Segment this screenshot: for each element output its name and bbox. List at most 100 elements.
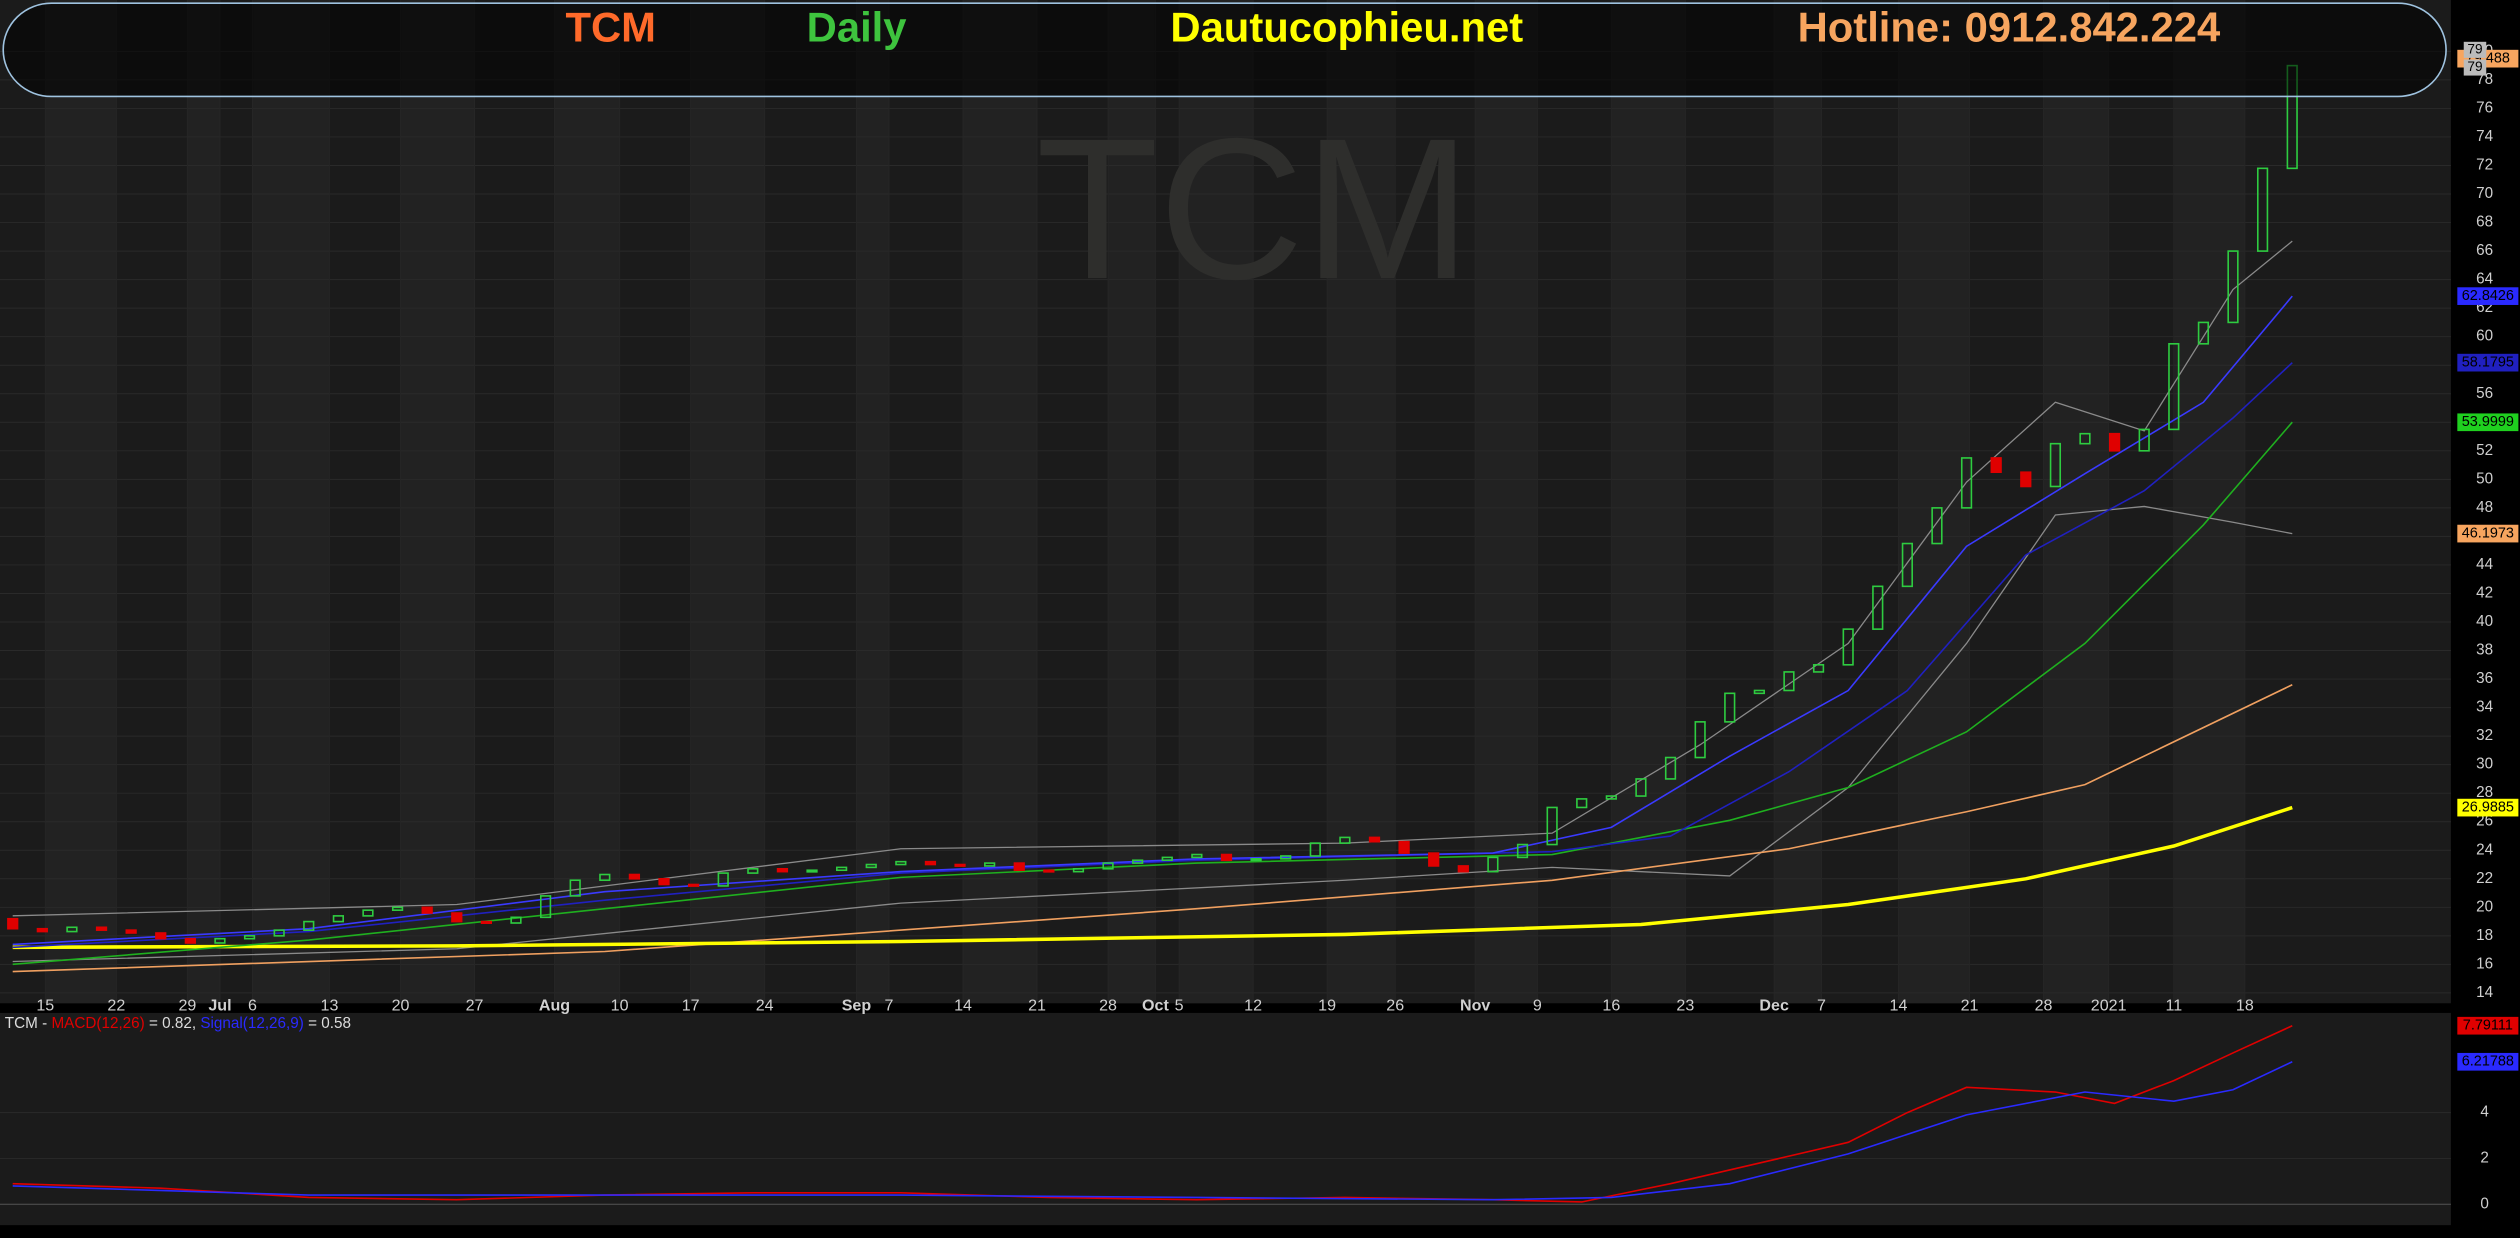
x-tick-label: 23 [1676, 997, 1694, 1015]
tag-label-box [2463, 41, 2487, 58]
y-tick-label: 18 [2476, 927, 2493, 944]
x-tick-label: 12 [1244, 997, 1262, 1015]
y-tick-label: 74 [2476, 128, 2493, 145]
candle-body [1931, 507, 1943, 545]
candle-body [362, 909, 374, 917]
candle-body [391, 906, 404, 911]
candle-body [599, 873, 611, 882]
candle-body [1516, 843, 1529, 859]
price-label: 6.21788 [2462, 1054, 2514, 1070]
candle-body [2168, 343, 2180, 431]
y-tick-label: 42 [2476, 584, 2493, 601]
candle-body [243, 935, 256, 940]
x-tick-label: 6 [248, 997, 257, 1015]
y-tick-label: 52 [2476, 442, 2493, 459]
week-band [1898, 0, 1970, 1004]
x-tick-label: 19 [1318, 997, 1336, 1015]
band-layer [45, 0, 2245, 1004]
y-tick-label: 48 [2476, 499, 2493, 516]
x-tick-label: 24 [756, 997, 774, 1015]
week-band [2043, 0, 2109, 1004]
candle-body [2138, 428, 2150, 452]
candle-body [1546, 806, 1558, 846]
week-band [1611, 0, 1686, 1004]
candle-body [2108, 432, 2121, 452]
x-tick-label: 13 [321, 997, 339, 1015]
price-label: 62.8426 [2462, 288, 2514, 304]
y-tick-label: 56 [2476, 385, 2493, 402]
week-band [45, 0, 117, 1004]
x-tick-label: 29 [178, 997, 196, 1015]
price-label-box [2457, 798, 2519, 817]
y-tick-label: 0 [2480, 1195, 2488, 1212]
candle-body [1872, 585, 1884, 630]
y-tick-label: 16 [2476, 955, 2493, 972]
candle-body [2020, 471, 2032, 488]
candle-body [1013, 862, 1025, 872]
candle-body [1043, 869, 1055, 873]
y-tick-label: 30 [2476, 756, 2493, 773]
candle-body [421, 906, 433, 914]
legend-part: TCM - [5, 1015, 52, 1032]
x-tick-label: 27 [466, 997, 484, 1015]
candle-body [1339, 836, 1351, 844]
candle-body [1605, 795, 1617, 800]
week-band [554, 0, 620, 1004]
candle-body [895, 860, 907, 866]
header-text: Hotline: 0912.842.224 [1798, 4, 2221, 51]
candle-body [1724, 692, 1736, 723]
candle-body [806, 869, 818, 873]
x-tick-label: 2021 [2091, 997, 2127, 1015]
x-tick-label: 22 [107, 997, 125, 1015]
x-tick-label: 7 [1817, 997, 1826, 1015]
candle-body [1901, 542, 1913, 588]
y-tick-label: 14 [2476, 984, 2493, 1001]
candle-body [1694, 721, 1706, 759]
x-tick-label: 28 [1099, 997, 1117, 1015]
x-tick-label: 9 [1533, 997, 1542, 1015]
y-tick-label: 64 [2476, 271, 2493, 288]
week-band [252, 0, 330, 1004]
indicator-line [12, 1025, 2293, 1203]
candle-body [95, 926, 108, 931]
candle-body [924, 860, 937, 866]
candle-body [303, 920, 315, 931]
grid-layer [0, 50, 2451, 1205]
price-label-box [2457, 287, 2519, 305]
week-band [400, 0, 475, 1004]
candle-body [155, 932, 167, 940]
x-tick-label: 5 [1175, 997, 1184, 1015]
week-band [690, 0, 765, 1004]
y-tick-label: 20 [2476, 898, 2493, 915]
price-label-box [2457, 1016, 2519, 1035]
price-label: 26.9885 [2462, 799, 2514, 815]
candle-body [1576, 798, 1588, 809]
week-band [1327, 0, 1396, 1004]
candle-body [2256, 167, 2269, 252]
week-band [1179, 0, 1254, 1004]
candle-body [1368, 836, 1381, 843]
candle-body [865, 863, 877, 869]
y-tick-label: 38 [2476, 642, 2493, 659]
x-tick-label: 18 [2236, 997, 2254, 1015]
candle-body [7, 917, 19, 930]
x-tick-label: Oct [1142, 997, 1169, 1015]
legend-part: Signal(12,26,9) [200, 1015, 304, 1032]
y-tick-label: 68 [2476, 214, 2493, 231]
candle-body [1309, 842, 1321, 857]
y-tick-label: 34 [2476, 699, 2493, 716]
week-band [856, 0, 890, 1004]
price-label: 53.9999 [2462, 414, 2514, 430]
candle-body [1487, 856, 1499, 873]
candle-body [1398, 840, 1410, 854]
x-tick-label: 21 [1028, 997, 1046, 1015]
candle-body [1191, 853, 1203, 859]
candle-body [1220, 853, 1233, 862]
plot-layer [7, 64, 2298, 1203]
x-tick-label: Aug [539, 997, 570, 1015]
indicator-line [12, 362, 2293, 949]
candle-body [747, 867, 759, 874]
x-tick-label: 28 [2035, 997, 2053, 1015]
x-tick-label: Nov [1460, 997, 1490, 1015]
candle-body [2079, 432, 2091, 445]
